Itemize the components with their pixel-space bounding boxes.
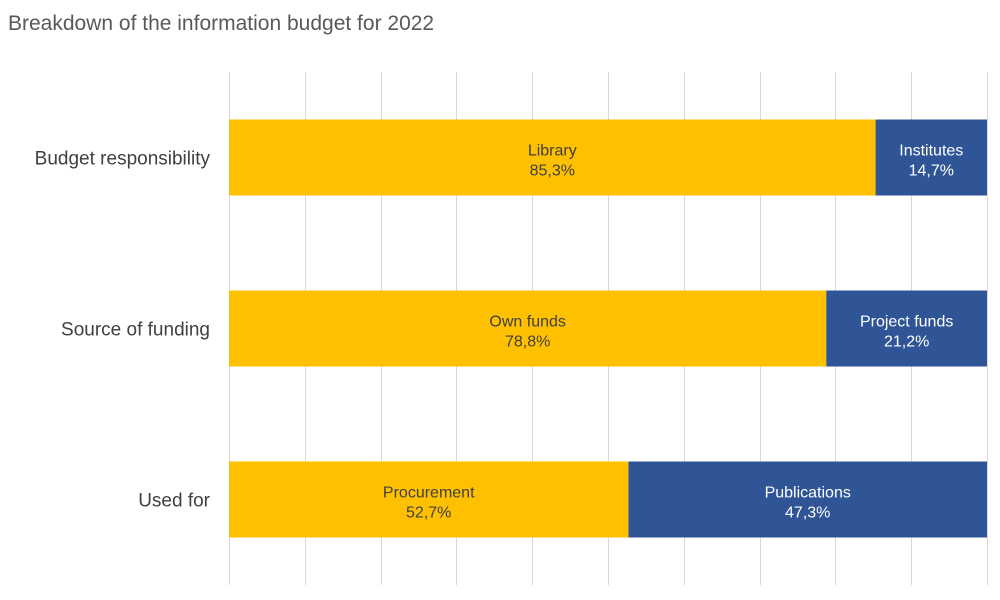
segment-value-label: 52,7%: [406, 505, 451, 522]
segment-value-label: 47,3%: [785, 505, 830, 522]
segment-value-label: 14,7%: [909, 163, 954, 180]
chart-title: Breakdown of the information budget for …: [8, 12, 435, 35]
bars: Library 85,3% Institutes 14,7% Own funds 78,8…: [229, 119, 987, 538]
segment-label: Procurement: [383, 485, 475, 502]
segment-label: Library: [528, 143, 577, 160]
bar-segment: [826, 290, 987, 367]
segment-label: Institutes: [899, 143, 963, 160]
segment-value-label: 78,8%: [505, 334, 550, 351]
bar-segment: [875, 119, 987, 196]
bar-segment: [628, 461, 987, 538]
segment-label: Own funds: [489, 314, 565, 331]
segment-label: Publications: [765, 485, 851, 502]
bar-segment: [229, 461, 629, 538]
category-label: Used for: [138, 491, 210, 512]
bar-segment: [229, 290, 827, 367]
segment-value-label: 85,3%: [530, 163, 575, 180]
segment-label: Project funds: [860, 314, 953, 331]
category-label: Source of funding: [61, 320, 210, 341]
segment-value-label: 21,2%: [884, 334, 929, 351]
category-labels: Budget responsibility Source of funding Us…: [35, 149, 211, 512]
category-label: Budget responsibility: [35, 149, 211, 170]
bar-segment: [229, 119, 876, 196]
